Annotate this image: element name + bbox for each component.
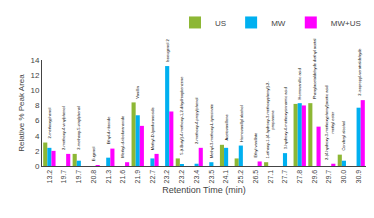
svg-text:2: 2 (35, 147, 40, 156)
svg-text:Methyl-D-lyxofuranoside: Methyl-D-lyxofuranoside (150, 106, 155, 150)
svg-text:27.7: 27.7 (281, 170, 288, 184)
svg-text:23.4: 23.4 (193, 170, 200, 184)
svg-text:2-(4-hydroxy-3-methoxyphenyl)a: 2-(4-hydroxy-3-methoxyphenyl)acetic acid… (324, 85, 334, 159)
svg-text:24.1: 24.1 (222, 170, 229, 184)
svg-text:13.2: 13.2 (46, 170, 53, 184)
svg-text:23.2: 23.2 (163, 170, 170, 184)
svg-text:2-methoxy-4-propylphenol: 2-methoxy-4-propylphenol (194, 97, 199, 144)
svg-text:Homovanillyl alcohol: Homovanillyl alcohol (239, 105, 244, 142)
svg-text:29.6: 29.6 (311, 170, 318, 184)
svg-text:2-methoxy-4-vinylphenol: 2-methoxy-4-vinylphenol (61, 106, 66, 150)
svg-text:Isoeugenol 2: Isoeugenol 2 (165, 39, 170, 63)
svg-text:19.7: 19.7 (60, 170, 67, 184)
svg-text:6: 6 (35, 116, 40, 125)
svg-text:5-(t-Butyl)-4-methoxy-1,2-dihy: 5-(t-Butyl)-4-methoxy-1,2-dihydroxybenze… (179, 76, 184, 155)
svg-text:12: 12 (30, 71, 39, 80)
svg-text:23.5: 23.5 (208, 170, 215, 184)
svg-text:US: US (215, 19, 226, 28)
svg-text:21.9: 21.9 (134, 170, 141, 184)
svg-text:2-methoxy-5-vinylphenol: 2-methoxy-5-vinylphenol (76, 106, 81, 150)
svg-text:2-methoxyphenol: 2-methoxyphenol (47, 108, 52, 139)
svg-text:10: 10 (30, 86, 39, 95)
svg-text:1-ethoxy-1-(4-hydroxy-3-methox: 1-ethoxy-1-(4-hydroxy-3-methoxyphenyl)-2… (265, 81, 275, 159)
svg-text:26.5: 26.5 (252, 170, 259, 184)
svg-text:14: 14 (30, 56, 39, 65)
svg-text:Retention Time (min): Retention Time (min) (162, 185, 246, 195)
svg-text:Methyl-3-methoxy-L-tyrosinate: Methyl-3-methoxy-L-tyrosinate (209, 103, 214, 158)
svg-text:Vanillin: Vanillin (135, 86, 140, 99)
svg-text:Eugenol: Eugenol (91, 146, 96, 161)
svg-text:2-isopropyl-veratraldehyde: 2-isopropyl-veratraldehyde (357, 48, 362, 96)
svg-text:0: 0 (35, 162, 40, 171)
svg-text:30.0: 30.0 (340, 170, 347, 184)
svg-text:4: 4 (35, 132, 40, 141)
svg-text:19.7: 19.7 (75, 170, 82, 184)
svg-text:Homovanillic acid: Homovanillic acid (297, 68, 302, 99)
svg-text:20.8: 20.8 (90, 170, 97, 184)
svg-text:30.9: 30.9 (355, 170, 362, 184)
svg-text:29.7: 29.7 (325, 170, 332, 184)
svg-text:21.3: 21.3 (105, 170, 112, 184)
svg-text:8: 8 (35, 101, 40, 110)
svg-text:22.7: 22.7 (149, 170, 156, 184)
svg-text:3-hydroxy-4-methoxycinnamic ac: 3-hydroxy-4-methoxycinnamic acid (283, 87, 288, 149)
svg-text:Acetovanillone: Acetovanillone (224, 114, 229, 141)
svg-text:25.2: 25.2 (237, 170, 244, 184)
svg-text:23.2: 23.2 (178, 170, 185, 184)
svg-text:21.6: 21.6 (119, 170, 126, 184)
svg-text:MW+US: MW+US (331, 19, 361, 28)
svg-text:Methyl-d-ribofuranoside: Methyl-d-ribofuranoside (120, 115, 125, 158)
svg-text:27.1: 27.1 (267, 170, 274, 184)
svg-text:Coniferyl alcohol: Coniferyl alcohol (341, 121, 346, 151)
svg-text:Ethyl vanillate: Ethyl vanillate (253, 132, 258, 157)
svg-text:Phenylacetaldehyde diethyl ace: Phenylacetaldehyde diethyl acetal (312, 39, 317, 100)
svg-text:Relative % Peak Area: Relative % Peak Area (17, 74, 26, 152)
svg-text:MW: MW (271, 19, 286, 28)
svg-text:Ethyl-d-riboside: Ethyl-d-riboside (106, 116, 111, 145)
svg-text:27.8: 27.8 (296, 170, 303, 184)
